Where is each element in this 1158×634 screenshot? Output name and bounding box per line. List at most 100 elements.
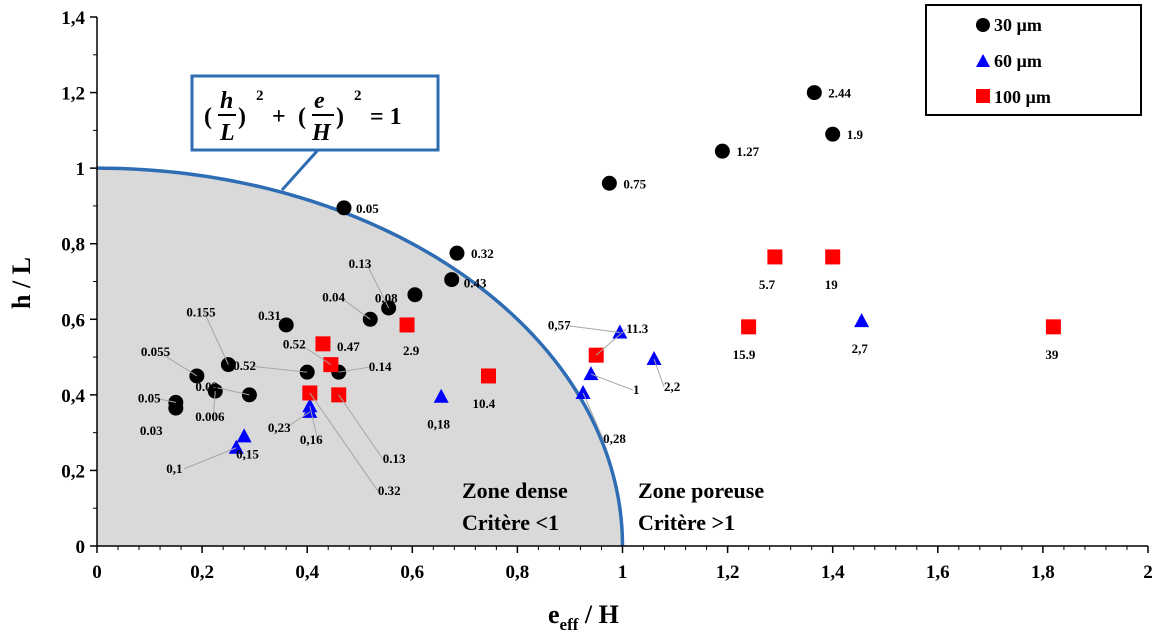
annotation-leader [203, 312, 229, 365]
point-value-label: 0.055 [141, 344, 171, 359]
x-tick-label: 0,8 [506, 562, 530, 583]
point-value-label: 0.04 [322, 289, 345, 304]
point-30um [806, 85, 822, 101]
annotation-leader [251, 365, 308, 373]
formula-rparen-1: ) [238, 104, 246, 130]
point-value-label: 0.13 [383, 451, 406, 466]
point-value-label: 0.47 [337, 339, 360, 354]
point-100um [741, 319, 757, 335]
annotation-leader [565, 325, 620, 334]
y-tick-label: 0 [76, 537, 86, 558]
point-60um [433, 388, 449, 403]
x-tick-label: 1,6 [926, 562, 950, 583]
zone-dense-title: Zone dense [462, 478, 568, 503]
point-30um [825, 126, 841, 142]
annotation-leader [155, 397, 176, 403]
point-30um [241, 387, 257, 403]
legend-frame [925, 4, 1142, 116]
formula-exp-1: 2 [256, 88, 264, 104]
plot-area [96, 166, 625, 547]
point-30um [601, 175, 617, 191]
point-100um [315, 336, 331, 352]
y-tick-label: 0,6 [61, 310, 85, 331]
point-30um [714, 143, 730, 159]
point-value-label: 0.155 [186, 305, 216, 320]
formula-rparen-2: ) [336, 104, 344, 130]
annotation-leader [300, 344, 332, 366]
point-value-label: 39 [1045, 347, 1059, 362]
legend-label-30: 30 µm [994, 15, 1042, 35]
y-tick-label: 0,4 [61, 386, 85, 407]
point-value-label: 1.9 [847, 127, 864, 142]
annotation-leader [582, 392, 604, 440]
x-tick-label: 0 [92, 562, 102, 583]
x-tick-label: 2 [1143, 562, 1153, 583]
annotation-leader [158, 351, 198, 377]
y-tick-label: 0,8 [61, 235, 85, 256]
point-60um [302, 398, 318, 413]
annotation-leader [212, 391, 216, 418]
point-60um [583, 366, 599, 381]
point-value-label: 0,28 [603, 431, 626, 446]
x-axis-title: eeff / H [548, 600, 619, 634]
point-30um [336, 200, 352, 216]
annotation-leader [184, 447, 237, 470]
point-value-label: 11.3 [626, 321, 649, 336]
point-60um [854, 313, 870, 328]
point-value-label: 0.14 [369, 359, 392, 374]
annotation-leader [590, 373, 634, 391]
point-value-label: 0.03 [140, 423, 163, 438]
zone-porous-criterion: Critère >1 [638, 510, 735, 535]
zone-dense-criterion: Critère <1 [462, 510, 559, 535]
x-axis-title-main: e [548, 600, 560, 629]
y-tick-label: 0,2 [61, 461, 85, 482]
formula-lparen-1: ( [204, 104, 212, 130]
point-30um [278, 317, 294, 333]
point-value-label: 0.32 [471, 246, 494, 261]
annotation-leader [213, 386, 250, 396]
x-tick-label: 0,4 [295, 562, 319, 583]
point-value-label: 10.4 [472, 396, 495, 411]
formula-lparen-2: ( [298, 104, 306, 130]
annotation-leader [339, 296, 371, 320]
legend-label-100: 100 µm [994, 87, 1051, 107]
point-value-label: 0,16 [300, 432, 323, 447]
annotation-leader [595, 328, 627, 356]
point-value-label: 0,1 [166, 461, 182, 476]
point-value-label: 0,57 [548, 318, 571, 333]
x-axis-title-suffix: / H [578, 600, 618, 629]
point-value-label: 0.43 [464, 276, 487, 291]
point-60um [575, 384, 591, 399]
y-tick-label: 1,2 [61, 84, 85, 105]
annotation-leader [309, 392, 379, 492]
boundary-curve [96, 166, 625, 547]
x-tick-label: 0,6 [400, 562, 424, 583]
point-value-label: 1 [633, 382, 640, 397]
annotation-leader [338, 394, 384, 460]
point-60um [228, 439, 244, 454]
formula-plus: + [272, 104, 286, 130]
point-value-label: 5.7 [759, 277, 776, 292]
point-value-label: 0.31 [258, 308, 281, 323]
annotation-leader [285, 411, 311, 429]
x-tick-label: 1 [618, 562, 628, 583]
legend-label-60: 60 µm [994, 51, 1042, 71]
point-value-label: 0.32 [378, 483, 401, 498]
point-value-label: 19 [825, 277, 839, 292]
point-value-label: 0.006 [195, 409, 225, 424]
legend: 30 µm 60 µm 100 µm [925, 4, 1142, 116]
point-30um [407, 287, 423, 303]
point-100um [480, 368, 496, 384]
point-value-label: 0.75 [623, 176, 646, 191]
point-60um [236, 428, 252, 443]
formula-frame [190, 74, 440, 152]
formula-h: h [220, 88, 233, 114]
x-tick-label: 1,4 [821, 562, 845, 583]
point-60um [612, 324, 628, 339]
formula-H: H [311, 120, 332, 146]
legend-marker-30 [976, 18, 990, 32]
point-30um [449, 245, 465, 261]
annotation-leader [338, 366, 369, 373]
point-value-label: 0.05 [356, 201, 379, 216]
